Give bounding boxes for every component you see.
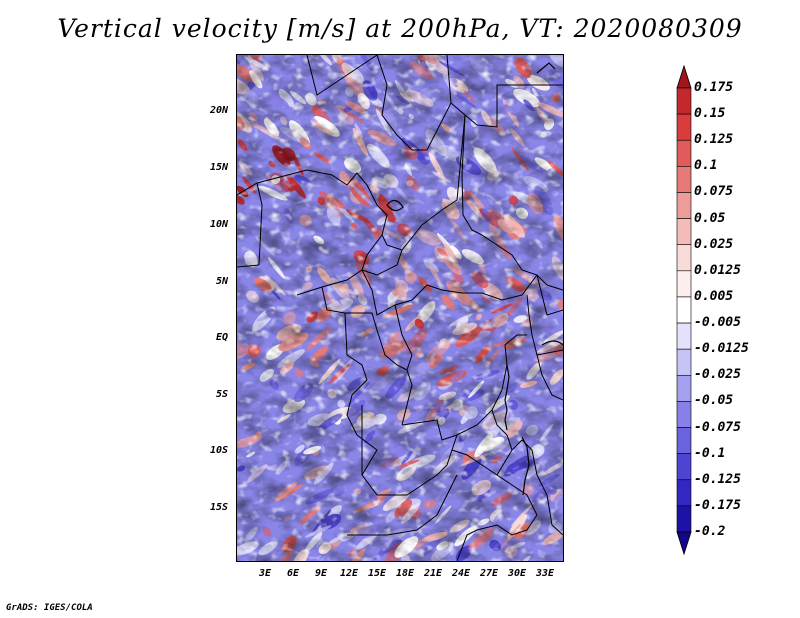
lon-tick-label: 9E <box>314 568 328 579</box>
colorbar-bin <box>676 453 692 481</box>
map-panel <box>236 54 564 562</box>
lake-tanganyika <box>504 364 510 431</box>
lake-malawi <box>521 436 530 496</box>
lon-tick-label: 27E <box>479 568 499 579</box>
colorbar-level-label: 0.175 <box>694 80 734 95</box>
colorbar-bin <box>676 139 692 167</box>
colorbar-bin <box>676 427 692 454</box>
lat-tick-label: 10N <box>209 219 228 230</box>
lon-tick-label: 30E <box>507 568 527 579</box>
lat-tick-label: 20N <box>209 105 228 116</box>
lon-tick-label: 33E <box>535 568 555 579</box>
colorbar-bin <box>676 113 692 141</box>
colorbar-level-label: 0.15 <box>694 106 726 122</box>
colorbar-bin <box>676 192 692 219</box>
colorbar-top-triangle <box>676 64 692 89</box>
lat-tick-label: 5N <box>215 276 228 287</box>
colorbar-level-label: 0.005 <box>694 288 734 304</box>
lakes <box>386 62 563 496</box>
colorbar-level-label: 0.025 <box>694 236 734 252</box>
colorbar-level-label: -0.05 <box>694 393 734 409</box>
lake-victoria <box>541 340 563 346</box>
lake-chad <box>386 199 404 212</box>
colorbar-level-label: 0.1 <box>694 158 718 174</box>
plot-title: Vertical velocity [m/s] at 200hPa, VT: 2… <box>57 14 743 43</box>
lon-tick-label: 6E <box>286 568 300 579</box>
colorbar-level-label: 0.05 <box>694 210 726 226</box>
colorbar-level-label: -0.175 <box>694 497 741 513</box>
colorbar-bin <box>676 166 692 193</box>
lat-tick-label: 5S <box>215 389 228 400</box>
country-borders <box>237 55 563 561</box>
grads-credit: GrADS: IGES/COLA <box>6 603 93 613</box>
colorbar-bin <box>676 401 692 428</box>
colorbar-level-label: -0.1 <box>694 445 726 461</box>
lat-tick-label: 15N <box>209 162 228 173</box>
vertical-velocity-field <box>237 55 563 561</box>
colorbar-level-label: 0.075 <box>694 184 734 200</box>
colorbar-level-label: -0.125 <box>694 471 741 487</box>
colorbar-bottom-triangle <box>676 531 692 556</box>
lon-tick-label: 21E <box>423 568 443 579</box>
colorbar-bin <box>676 374 692 402</box>
colorbar-bin <box>676 270 692 298</box>
field-texture-white <box>237 55 563 561</box>
colorbar-bin <box>676 218 692 246</box>
colorbar-bin <box>676 348 692 376</box>
colorbar-level-label: -0.005 <box>694 315 741 331</box>
colorbar-level-label: 0.0125 <box>694 262 741 278</box>
lon-tick-label: 3E <box>258 568 272 579</box>
colorbar-bin <box>676 87 692 115</box>
colorbar-bin <box>676 322 692 350</box>
colorbar-level-label: -0.075 <box>694 419 741 435</box>
lon-tick-label: 18E <box>395 568 415 579</box>
colorbar-level-label: 0.125 <box>694 132 734 148</box>
lon-tick-label: 12E <box>339 568 359 579</box>
colorbar-bin <box>676 479 692 507</box>
colorbar-bin <box>676 244 692 272</box>
lat-tick-label: 15S <box>209 502 228 513</box>
lat-tick-label: EQ <box>215 332 228 343</box>
colorbar-level-label: -0.2 <box>694 524 726 539</box>
colorbar <box>676 64 692 556</box>
colorbar-bin <box>676 505 692 533</box>
lat-tick-label: 10S <box>209 445 228 456</box>
lon-tick-label: 24E <box>451 568 471 579</box>
coast-ne <box>536 62 556 74</box>
colorbar-level-label: -0.025 <box>694 367 741 383</box>
colorbar-bin <box>676 296 692 324</box>
lon-tick-label: 15E <box>367 568 387 579</box>
colorbar-level-label: -0.0125 <box>694 341 749 357</box>
